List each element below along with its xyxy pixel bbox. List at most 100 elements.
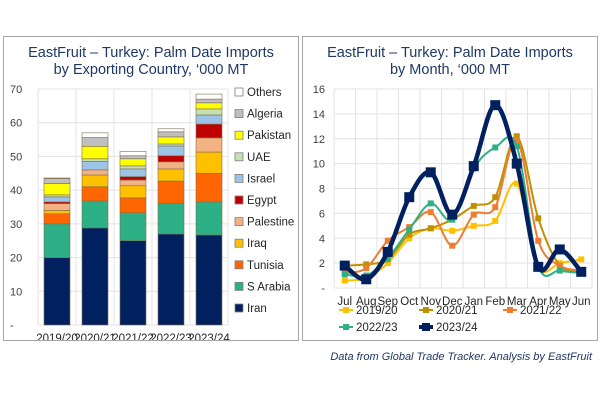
x-tick-label: 2019/20 <box>36 333 78 340</box>
data-point-marker <box>384 237 391 244</box>
bar-segment-pakistan <box>195 102 223 110</box>
bar-segment-uae <box>157 143 185 147</box>
legend-label: Pakistan <box>247 130 291 142</box>
y-tick-label: 40 <box>10 185 22 197</box>
x-tick-label: 2023/24 <box>188 333 230 340</box>
legend-swatch-tunisia <box>234 260 244 270</box>
legend-label: 2022/23 <box>356 322 398 334</box>
bar-segment-uae <box>195 108 223 116</box>
bar-segment-pakistan <box>43 183 71 196</box>
data-point-marker <box>556 267 563 274</box>
data-point-marker <box>554 244 565 255</box>
data-point-marker <box>492 217 499 224</box>
y-tick-label: 30 <box>10 219 22 231</box>
line-chart-title-line1: EastFruit – Turkey: Palm Date Imports <box>327 45 573 61</box>
bar-stack <box>119 151 147 326</box>
legend-marker-swatch <box>422 323 430 331</box>
bar-segment-iran <box>43 257 71 326</box>
data-point-marker <box>363 261 370 268</box>
bar-segment-israel <box>195 114 223 125</box>
line-chart: - 2 4 6 8 10 12 14 16 Jul Aug Sep Oct Nov Dec Jan Feb Mar… <box>313 84 593 334</box>
bar-segment-tunisia <box>43 213 71 225</box>
data-point-marker <box>492 194 499 201</box>
bar-segment-s-arabia <box>119 212 147 242</box>
data-point-marker <box>511 158 522 169</box>
legend-label: Others <box>247 87 282 99</box>
y-tick-label: 60 <box>10 118 22 130</box>
legend-marker-swatch <box>423 307 429 313</box>
legend-label: Iran <box>247 303 267 315</box>
data-point-marker <box>490 100 501 111</box>
y-tick-label: 14 <box>313 109 325 121</box>
x-tick-label: Aug <box>356 296 376 308</box>
bar-segment-tunisia <box>157 180 185 204</box>
y-tick-label: - <box>321 283 325 295</box>
data-point-marker <box>513 143 520 150</box>
legend-marker-swatch <box>507 307 513 313</box>
data-point-marker <box>339 260 350 271</box>
legend-label: Algeria <box>247 109 283 121</box>
legend-swatch-iraq <box>234 238 244 248</box>
bar-segment-iran <box>119 240 147 326</box>
bar-segment-tunisia <box>119 197 147 214</box>
data-point-marker <box>361 274 372 285</box>
x-tick-label: Nov <box>421 296 442 308</box>
data-point-marker <box>470 222 477 229</box>
bar-stack <box>43 177 71 326</box>
legend-marker-swatch <box>343 307 349 313</box>
y-tick-label: 6 <box>319 208 325 220</box>
data-point-marker <box>468 161 479 172</box>
bar-chart-title-line1: EastFruit – Turkey: Palm Date Imports <box>28 45 274 61</box>
bar-segment-israel <box>43 196 71 203</box>
bar-segment-algeria <box>195 98 223 104</box>
x-tick-label: May <box>549 296 571 308</box>
data-point-marker <box>363 265 370 272</box>
bar-segment-pakistan <box>119 158 147 167</box>
x-tick-label: Jun <box>572 296 591 308</box>
bar-segment-palestine <box>81 169 109 176</box>
data-point-marker <box>533 261 544 272</box>
legend-label: UAE <box>247 152 271 164</box>
legend-label: Iraq <box>247 238 267 250</box>
data-point-marker <box>341 277 348 284</box>
data-point-marker <box>513 133 520 140</box>
bar-segment-s-arabia <box>195 201 223 236</box>
legend-swatch-others <box>234 87 244 97</box>
y-tick-label: 12 <box>313 134 325 146</box>
legend-swatch-egypt <box>234 195 244 205</box>
data-point-marker <box>578 256 585 263</box>
bar-segment-s-arabia <box>157 203 185 235</box>
bar-segment-egypt <box>157 155 185 163</box>
data-point-marker <box>470 211 477 218</box>
bar-legend: Others Algeria Pakistan UAE Israel Egypt Pales… <box>234 87 294 315</box>
bar-chart-title: EastFruit – Turkey: Palm Date Imports by… <box>4 45 298 79</box>
bar-segment-others <box>81 132 109 138</box>
bar-segment-others <box>157 128 185 133</box>
data-point-marker <box>341 271 348 278</box>
data-point-marker <box>447 209 458 220</box>
bar-segment-iraq <box>43 210 71 215</box>
y-tick-label: - <box>10 320 14 332</box>
x-tick-label: 2022/23 <box>150 333 192 340</box>
bar-segment-pakistan <box>157 136 185 145</box>
y-tick-label: 20 <box>10 253 22 265</box>
line-chart-title-line2: by Month, ‘000 MT <box>389 62 511 78</box>
bar-segment-iran <box>81 227 109 326</box>
bar-segment-palestine <box>195 137 223 153</box>
bar-segment-israel <box>119 168 147 177</box>
data-point-marker <box>470 202 477 209</box>
bar-segment-palestine <box>119 179 147 187</box>
x-tick-label: Oct <box>400 296 419 308</box>
bar-segment-others <box>195 93 223 100</box>
y-tick-label: 16 <box>313 84 325 96</box>
bar-chart: - 10 20 30 40 50 60 70 2019/202020/212021/222022… <box>10 84 294 345</box>
data-point-marker <box>449 227 456 234</box>
bar-segment-israel <box>81 161 109 171</box>
data-point-marker <box>492 144 499 151</box>
line-series-2023-24 <box>339 100 587 285</box>
data-point-marker <box>449 242 456 249</box>
bar-stack <box>195 93 223 326</box>
bar-segment-iraq <box>195 151 223 174</box>
data-point-marker <box>406 226 413 233</box>
data-point-marker <box>427 209 434 216</box>
